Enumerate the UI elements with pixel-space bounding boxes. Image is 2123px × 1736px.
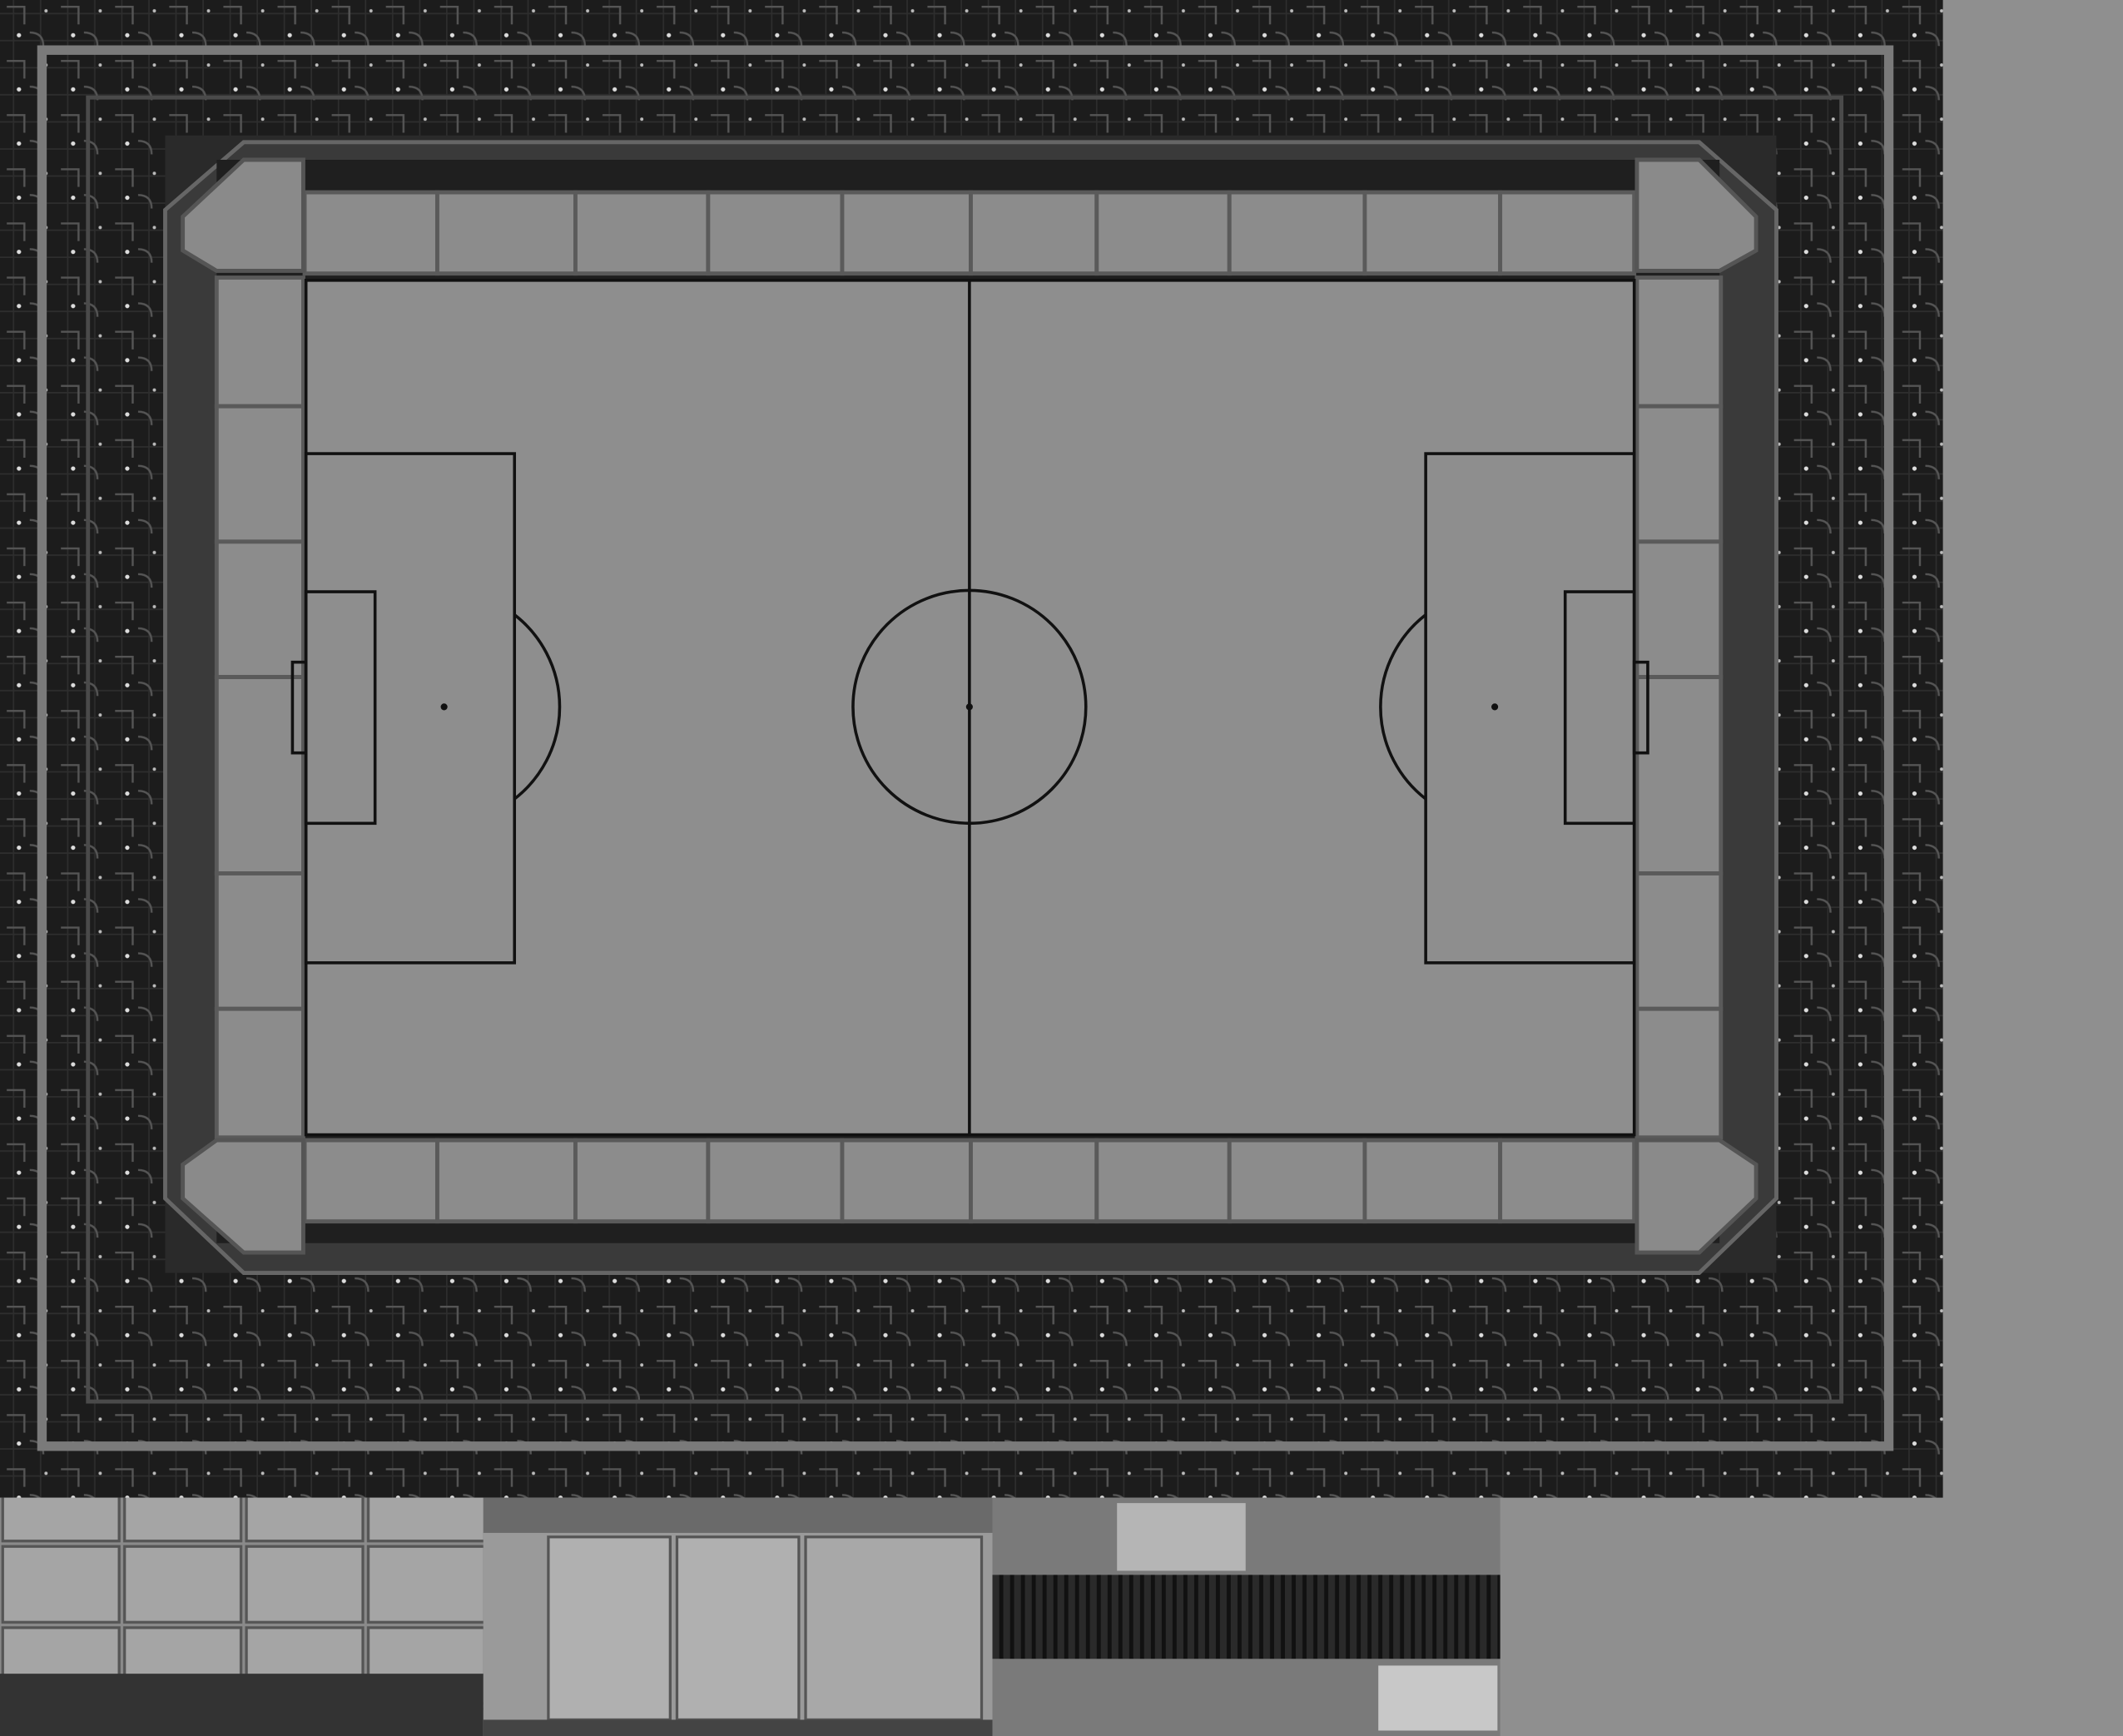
- penalty-spot: [440, 703, 448, 711]
- goal: [1632, 660, 1649, 755]
- seat-block: [1362, 1138, 1503, 1224]
- seat-block: [1362, 190, 1503, 276]
- seat-block: [302, 190, 439, 276]
- pipe-outer: [37, 45, 1894, 1451]
- seat-block: [1227, 190, 1367, 276]
- light-panel: [1117, 1503, 1246, 1571]
- seat-block: [1094, 1138, 1232, 1224]
- top-seats: [302, 190, 1637, 276]
- seat-block: [435, 190, 578, 276]
- pitch-spots: [440, 703, 1499, 711]
- seat-block: [840, 1138, 973, 1224]
- seat-block: [969, 190, 1099, 276]
- penalty-arc: [1379, 613, 1427, 801]
- light-panel: [1378, 1665, 1498, 1731]
- goal: [290, 660, 308, 755]
- center-circle: [851, 588, 1088, 826]
- seat-block: [214, 1006, 305, 1140]
- seat-block: [1227, 1138, 1367, 1224]
- texture-strips: [0, 1497, 1500, 1736]
- seat-block: [1634, 539, 1724, 680]
- door: [804, 1535, 984, 1722]
- corner-stands: [181, 157, 1758, 1255]
- door-panel-base: [483, 1719, 993, 1736]
- seat-block: [573, 1138, 711, 1224]
- seat-block: [1094, 190, 1232, 276]
- seat-block: [214, 675, 305, 875]
- door-panel-top: [483, 1497, 993, 1533]
- seat-block: [1498, 190, 1637, 276]
- corner: [1634, 1138, 1758, 1255]
- seat-block: [1634, 275, 1724, 409]
- seat-block: [1498, 1138, 1637, 1224]
- seat-block: [969, 1138, 1099, 1224]
- seat-block: [302, 1138, 439, 1224]
- seat-block: [435, 1138, 578, 1224]
- center-spot: [965, 703, 973, 711]
- bottom-seats: [302, 1138, 1637, 1224]
- wall-panel-base: [0, 1674, 484, 1736]
- seat-block: [214, 275, 305, 409]
- corner: [181, 157, 305, 273]
- penalty-spot: [1491, 703, 1499, 711]
- seat-block: [214, 539, 305, 680]
- pipe-inner: [86, 95, 1844, 1404]
- seat-block: [706, 190, 845, 276]
- penalty-arc: [513, 613, 562, 801]
- vent-band: [992, 1575, 1500, 1659]
- seat-block: [1634, 404, 1724, 544]
- seat-block: [706, 1138, 845, 1224]
- seat-block: [1634, 871, 1724, 1011]
- seat-block: [840, 190, 973, 276]
- seat-block: [573, 190, 711, 276]
- seat-block: [1634, 1006, 1724, 1140]
- door: [547, 1535, 672, 1722]
- seat-block: [1634, 675, 1724, 875]
- corner: [181, 1138, 305, 1255]
- side-seats: [214, 275, 1724, 1140]
- corner: [1634, 157, 1758, 273]
- seat-block: [214, 871, 305, 1011]
- door: [675, 1535, 801, 1722]
- seat-block: [214, 404, 305, 544]
